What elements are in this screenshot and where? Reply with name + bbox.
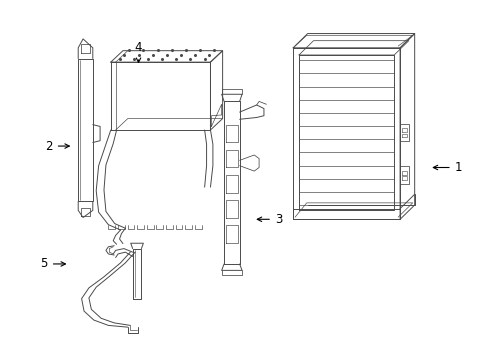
Text: 2: 2 <box>45 140 69 153</box>
Text: 5: 5 <box>41 257 65 270</box>
Text: 3: 3 <box>257 213 282 226</box>
Text: 4: 4 <box>135 41 142 62</box>
Text: 1: 1 <box>432 161 461 174</box>
